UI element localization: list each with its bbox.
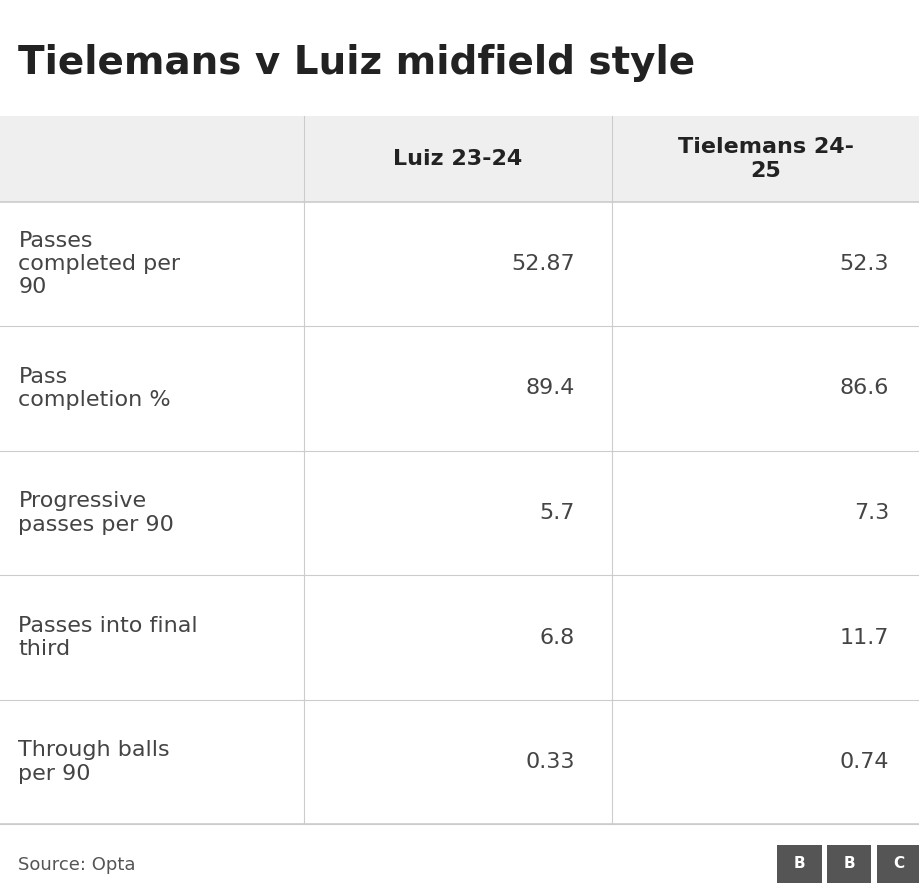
- Text: Passes into final
third: Passes into final third: [18, 616, 198, 659]
- Text: Source: Opta: Source: Opta: [18, 856, 136, 874]
- Bar: [0, 116, 919, 202]
- Text: 0.33: 0.33: [525, 752, 574, 772]
- Bar: [0, 700, 919, 824]
- Text: 86.6: 86.6: [839, 378, 889, 399]
- Text: B: B: [843, 857, 854, 871]
- Text: 52.87: 52.87: [511, 254, 574, 274]
- Bar: [876, 845, 919, 883]
- Bar: [0, 202, 919, 326]
- Bar: [0, 326, 919, 451]
- Text: 0.74: 0.74: [839, 752, 889, 772]
- Text: 6.8: 6.8: [539, 627, 574, 648]
- Text: 89.4: 89.4: [525, 378, 574, 399]
- Text: 52.3: 52.3: [839, 254, 889, 274]
- Text: Progressive
passes per 90: Progressive passes per 90: [18, 491, 174, 535]
- Text: 5.7: 5.7: [539, 503, 574, 523]
- Bar: [0, 575, 919, 700]
- Text: Passes
completed per
90: Passes completed per 90: [18, 230, 180, 297]
- Text: C: C: [892, 857, 903, 871]
- Text: Luiz 23-24: Luiz 23-24: [392, 149, 522, 169]
- Text: Through balls
per 90: Through balls per 90: [18, 740, 170, 784]
- Text: Tielemans v Luiz midfield style: Tielemans v Luiz midfield style: [18, 44, 695, 82]
- Bar: [0, 451, 919, 575]
- Text: Tielemans 24-
25: Tielemans 24- 25: [677, 137, 853, 181]
- Bar: [777, 845, 821, 883]
- Text: 7.3: 7.3: [853, 503, 889, 523]
- Text: Pass
completion %: Pass completion %: [18, 366, 171, 410]
- Text: B: B: [793, 857, 804, 871]
- Bar: [826, 845, 870, 883]
- Text: 11.7: 11.7: [839, 627, 889, 648]
